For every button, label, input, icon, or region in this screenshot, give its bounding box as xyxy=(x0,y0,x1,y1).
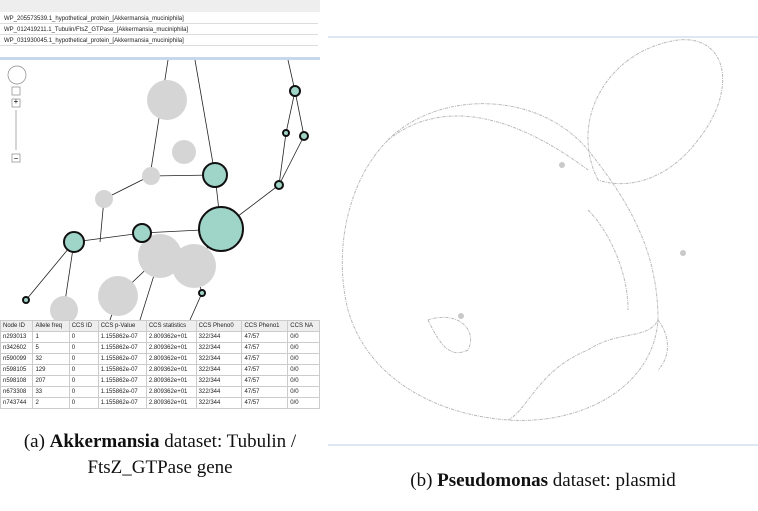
table-cell: n743744 xyxy=(0,397,34,409)
table-cell: 47/57 xyxy=(241,353,289,365)
table-cell: 0/0 xyxy=(287,342,320,354)
table-cell: 32 xyxy=(32,353,70,365)
table-cell: 322/344 xyxy=(195,342,243,354)
graph-edges xyxy=(341,39,724,421)
table-row: n342602 5 0 1.155862e-07 2.809362e+01 322/344… xyxy=(0,342,320,354)
table-cell: 47/57 xyxy=(241,397,289,409)
table-cell: 0 xyxy=(68,397,99,409)
table-cell: 1.155862e-07 xyxy=(97,364,147,376)
caption-label: (a) xyxy=(23,431,45,452)
table-cell: 33 xyxy=(32,386,70,398)
column-header: CCS ID xyxy=(68,320,99,332)
table-cell: 2.809362e+01 xyxy=(145,386,197,398)
table-cell: 47/57 xyxy=(241,386,289,398)
table-cell: 2.809362e+01 xyxy=(145,375,197,387)
table-cell: 0/0 xyxy=(287,353,320,365)
caption-text: dataset: Tubulin / FtsZ_GTPase gene xyxy=(87,431,297,478)
table-cell: 322/344 xyxy=(195,386,243,398)
table-cell: 0 xyxy=(68,342,99,354)
table-cell: 47/57 xyxy=(241,342,289,354)
table-cell: 322/344 xyxy=(195,364,243,376)
zoom-out[interactable]: − xyxy=(14,154,19,163)
table-cell: n342602 xyxy=(0,342,34,354)
table-cell: 322/344 xyxy=(195,331,243,343)
table-cell: n590099 xyxy=(0,353,34,365)
table-row: n673308 33 0 1.155862e-07 2.809362e+01 322/34… xyxy=(0,386,320,398)
caption-bold: Pseudomonas xyxy=(437,470,549,491)
column-header: CCS Pheno0 xyxy=(195,320,243,332)
top-bar xyxy=(0,0,320,12)
caption-bold: Akkermansia xyxy=(49,431,160,452)
data-table: Node ID Allele freq CCS ID CCS p-Value CCS s… xyxy=(0,320,320,409)
header-row: Node ID Allele freq CCS ID CCS p-Value CCS s… xyxy=(0,320,320,332)
table-cell: 0/0 xyxy=(287,364,320,376)
table-cell: 2.809362e+01 xyxy=(145,342,197,354)
table-cell: 1.155862e-07 xyxy=(97,353,147,365)
table-cell: 322/344 xyxy=(195,397,243,409)
table-cell: n673308 xyxy=(0,386,34,398)
table-cell: n293013 xyxy=(0,331,34,343)
table-cell: 0/0 xyxy=(287,331,320,343)
column-header: CCS Pheno1 xyxy=(241,320,289,332)
graph-nodes xyxy=(458,162,686,319)
list-item[interactable]: WP_205573539.1_hypothetical_protein_[Akk… xyxy=(0,14,318,24)
table-cell: 2.809362e+01 xyxy=(145,353,197,365)
table-cell: 1.155862e-07 xyxy=(97,331,147,343)
table-cell: 2.809362e+01 xyxy=(145,397,197,409)
table-cell: n598105 xyxy=(0,364,34,376)
table-cell: 2.809362e+01 xyxy=(145,364,197,376)
column-header: CCS statistics xyxy=(145,320,197,332)
table-cell: 47/57 xyxy=(241,364,289,376)
table-row: n293013 1 0 1.155862e-07 2.809362e+01 322/344… xyxy=(0,331,320,343)
table-cell: 322/344 xyxy=(195,375,243,387)
table-cell: 2.809362e+01 xyxy=(145,331,197,343)
table-cell: 0 xyxy=(68,386,99,398)
column-header: Allele freq xyxy=(32,320,70,332)
column-header: CCS p-Value xyxy=(97,320,147,332)
table-cell: 0/0 xyxy=(287,375,320,387)
table-cell: 0 xyxy=(68,331,99,343)
zoom-control[interactable] xyxy=(7,65,27,163)
table-cell: 0 xyxy=(68,375,99,387)
table-cell: 47/57 xyxy=(241,375,289,387)
table-cell: 0/0 xyxy=(287,397,320,409)
table-cell: 1.155862e-07 xyxy=(97,386,147,398)
table-cell: 322/344 xyxy=(195,353,243,365)
table-cell: 1.155862e-07 xyxy=(97,397,147,409)
table-cell: 47/57 xyxy=(241,331,289,343)
table-row: n598105 129 0 1.155862e-07 2.809362e+01 322/3… xyxy=(0,364,320,376)
table-cell: 207 xyxy=(32,375,70,387)
caption-text: dataset: plasmid xyxy=(552,470,676,491)
teal-nodes xyxy=(22,85,309,304)
table-cell: 0 xyxy=(68,353,99,365)
table-row: n598108 207 0 1.155862e-07 2.809362e+01 322/3… xyxy=(0,375,320,387)
table-row: n743744 2 0 1.155862e-07 2.809362e+01 322/344… xyxy=(0,397,320,409)
table-cell: 1.155862e-07 xyxy=(97,342,147,354)
zoom-in[interactable]: + xyxy=(14,97,19,106)
list-item[interactable]: WP_031930045.1_hypothetical_protein_[Akk… xyxy=(0,36,318,46)
caption-label: (b) xyxy=(410,470,433,491)
caption-a: (a) Akkermansia dataset: Tubulin / FtsZ_… xyxy=(10,429,310,481)
table-cell: n598108 xyxy=(0,375,34,387)
separator xyxy=(0,57,320,60)
table-cell: 2 xyxy=(32,397,70,409)
column-header: CCS NA xyxy=(287,320,320,332)
table-cell: 1 xyxy=(32,331,70,343)
caption-b: (b) Pseudomonas dataset: plasmid xyxy=(328,468,758,494)
table-cell: 129 xyxy=(32,364,70,376)
plasmid-graph xyxy=(328,36,758,446)
table-row: n590099 32 0 1.155862e-07 2.809362e+01 322/34… xyxy=(0,353,320,365)
gray-nodes xyxy=(50,80,216,320)
table-cell: 0/0 xyxy=(287,386,320,398)
graph-view: + − xyxy=(7,60,309,320)
list-item[interactable]: WP_012419211.1_Tubulin/FtsZ_GTPase_[Akke… xyxy=(0,25,318,35)
table-cell: 5 xyxy=(32,342,70,354)
table-cell: 1.155862e-07 xyxy=(97,375,147,387)
table-cell: 0 xyxy=(68,364,99,376)
column-header: Node ID xyxy=(0,320,34,332)
